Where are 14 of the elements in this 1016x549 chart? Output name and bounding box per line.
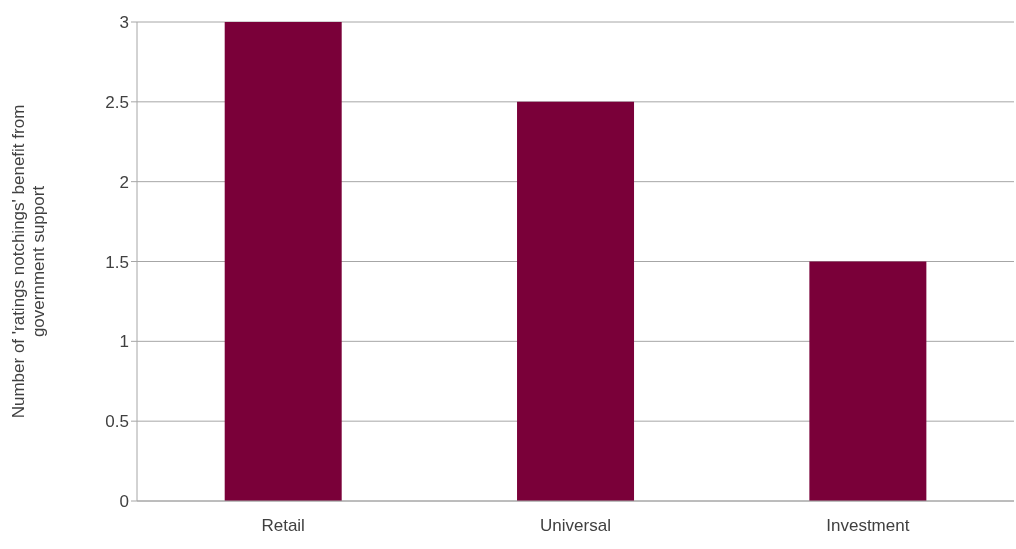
bar [517,101,635,501]
y-tick-label: 2 [119,172,129,192]
x-tick-label: Retail [261,516,305,536]
bar [224,22,342,501]
y-tick-label: 2.5 [105,92,129,112]
y-tick-label: 1.5 [105,252,129,272]
y-tick-label: 0 [119,492,129,512]
bar [809,261,927,501]
y-tick-label: 1 [119,332,129,352]
y-tick-label: 3 [119,13,129,33]
y-axis-title: Number of 'ratings notchings' benefit from government support [9,104,48,419]
y-tick-label: 0.5 [105,412,129,432]
x-tick-label: Universal [540,516,611,536]
x-tick-label: Investment [826,516,910,536]
